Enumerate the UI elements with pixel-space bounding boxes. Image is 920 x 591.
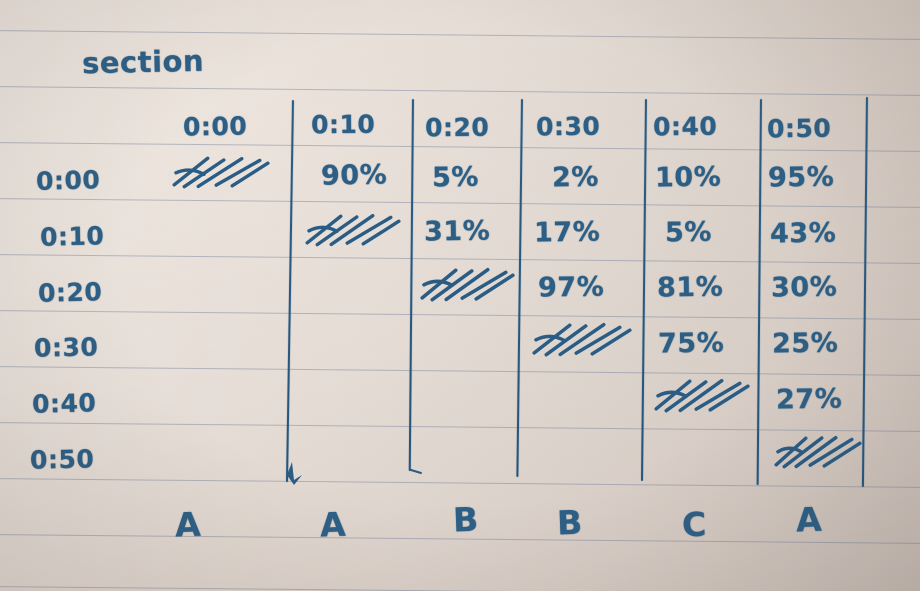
cell-0-5: 95% [767, 161, 835, 194]
cell-0-2: 5% [431, 161, 480, 194]
cell-0-1: 90% [320, 159, 388, 192]
grid-vline-2 [408, 98, 415, 471]
column-header-0: 0:00 [182, 111, 248, 142]
grid-vline-4 [640, 98, 648, 481]
column-header-3: 0:30 [535, 111, 601, 142]
row-header-1: 0:10 [39, 221, 105, 252]
column-header-2: 0:20 [424, 112, 490, 143]
diagonal-hatch-cell-2-2 [420, 267, 515, 302]
grid-vline-1-arrow [287, 462, 302, 485]
cell-0-4: 10% [654, 161, 722, 194]
row-header-3: 0:30 [33, 332, 99, 363]
row-header-0: 0:00 [35, 165, 101, 196]
column-header-5: 0:50 [766, 113, 832, 144]
footer-letter-0: A [174, 504, 202, 545]
column-header-1: 0:10 [310, 109, 376, 140]
footer-letter-5: A [795, 499, 823, 540]
row-header-5: 0:50 [29, 444, 95, 475]
cell-0-3: 2% [551, 161, 600, 194]
diagonal-hatch-cell-3-3 [532, 322, 632, 357]
grid-vline-2-tick [410, 469, 422, 474]
diagonal-hatch-cell-1-1 [305, 213, 401, 247]
cell-2-4: 81% [656, 271, 724, 304]
cell-2-3: 97% [537, 271, 605, 304]
cell-3-5: 25% [771, 327, 839, 360]
cell-2-5: 30% [770, 271, 838, 304]
cell-1-5: 43% [769, 217, 837, 250]
cell-1-4: 5% [664, 216, 713, 249]
column-header-4: 0:40 [652, 111, 718, 142]
page-title: section [81, 43, 205, 81]
diagonal-hatch-cell-5-5 [774, 435, 862, 469]
diagonal-hatch-cell-0-0 [172, 156, 270, 189]
row-header-2: 0:20 [37, 277, 103, 308]
footer-letter-2: B [452, 499, 480, 540]
grid-vline-5 [756, 98, 763, 485]
cell-1-3: 17% [533, 216, 601, 249]
diagonal-hatch-cell-4-4 [654, 378, 750, 413]
cell-4-5: 27% [775, 383, 843, 416]
cell-1-2: 31% [423, 215, 491, 248]
footer-letter-3: B [556, 502, 584, 543]
footer-letter-4: C [681, 504, 708, 545]
footer-letter-1: A [319, 504, 347, 545]
row-header-4: 0:40 [31, 388, 97, 419]
cell-3-4: 75% [657, 327, 725, 360]
